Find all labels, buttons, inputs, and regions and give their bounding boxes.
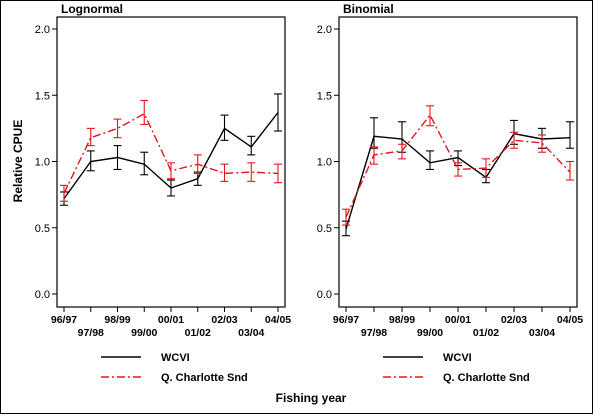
error-bar (510, 131, 518, 149)
y-axis-label: Relative CPUE (11, 120, 25, 203)
error-bar (247, 135, 256, 156)
series-line (63, 112, 279, 194)
panel-title: Binomial (343, 2, 394, 16)
y-tick-label: 0.5 (35, 223, 50, 235)
x-tick-label: 00/01 (445, 314, 471, 326)
x-tick-label: 99/00 (131, 327, 157, 339)
x-tick-label: 98/99 (389, 314, 415, 326)
error-bar (274, 163, 282, 184)
x-tick-label: 97/98 (361, 327, 387, 339)
x-tick-label: 96/97 (51, 314, 77, 326)
y-tick-label: 1.5 (35, 90, 50, 102)
y-tick-label: 1.5 (317, 90, 332, 102)
error-bar (426, 150, 434, 170)
error-bar (86, 127, 95, 147)
y-tick-label: 0.0 (317, 289, 332, 301)
legend-label: WCVI (443, 352, 472, 364)
x-tick-label: 04/05 (265, 314, 291, 326)
x-tick-label: 00/01 (158, 314, 184, 326)
x-tick-label: 99/00 (417, 327, 443, 339)
lognormal-panel: Lognormal 0.0 0.5 1.0 1.5 2.0 96/9797/9898/999… (35, 2, 292, 339)
legend-label: Q. Charlotte Snd (443, 372, 530, 384)
x-tick-label: 03/04 (529, 327, 555, 339)
y-tick-label: 0.5 (317, 223, 332, 235)
error-bar (426, 105, 434, 127)
series-line (63, 112, 279, 200)
x-tick-label: 02/03 (211, 314, 237, 326)
x-tick-label: 98/99 (104, 314, 130, 326)
x-tick-label: 01/02 (473, 327, 499, 339)
legend-label: Q. Charlotte Snd (161, 372, 248, 384)
error-bar (140, 100, 149, 125)
y-tick-label: 2.0 (35, 24, 50, 36)
x-tick-label: 97/98 (78, 327, 104, 339)
series-line (345, 132, 571, 230)
error-bar (566, 160, 574, 181)
panel-title: Lognormal (61, 2, 123, 16)
y-tick-label: 2.0 (317, 24, 332, 36)
x-axis-label: Fishing year (276, 391, 347, 405)
x-tick-label: 04/05 (557, 314, 583, 326)
error-bar (220, 163, 229, 182)
legend-left: WCVI Q. Charlotte Snd (101, 352, 248, 384)
error-bar (113, 118, 122, 139)
error-bar (274, 93, 282, 132)
legend-right: WCVI Q. Charlotte Snd (383, 352, 530, 384)
error-bar (247, 162, 256, 182)
x-tick-label: 02/03 (501, 314, 527, 326)
x-tick-label: 96/97 (333, 314, 359, 326)
legend-label: WCVI (161, 352, 190, 364)
y-tick-label: 1.0 (35, 157, 50, 169)
series-line (345, 113, 571, 218)
y-tick-label: 0.0 (35, 289, 50, 301)
error-bar (566, 121, 574, 149)
x-tick-label: 01/02 (185, 327, 211, 339)
binomial-panel: Binomial 0.0 0.5 1.0 1.5 2.0 96/9797/9898/9999… (317, 2, 584, 339)
y-tick-label: 1.0 (317, 157, 332, 169)
x-tick-label: 03/04 (238, 327, 264, 339)
